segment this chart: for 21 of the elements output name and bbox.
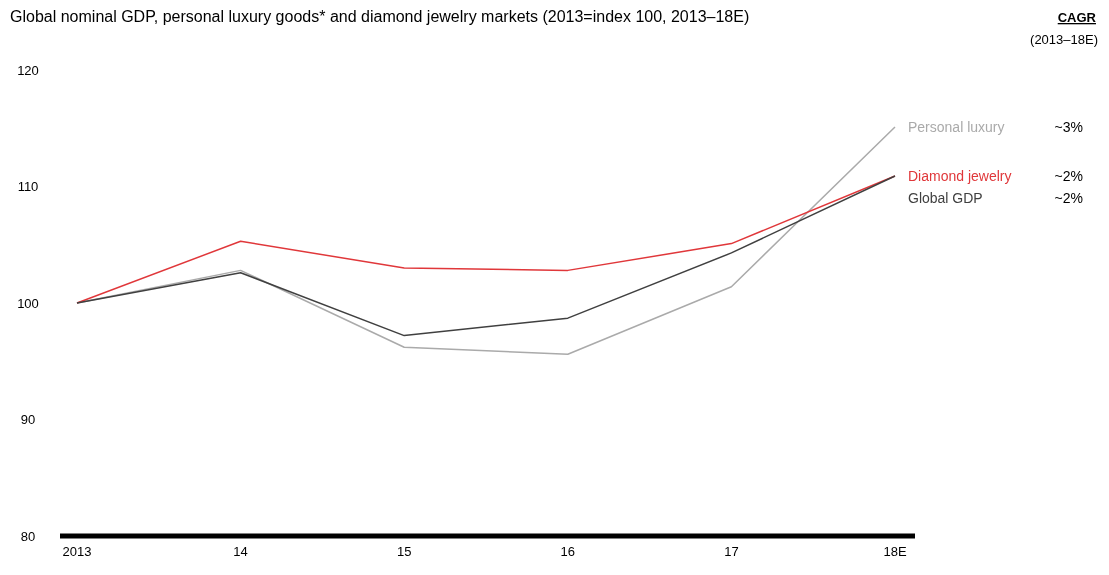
line-series [76, 175, 896, 337]
y-tick-label: 100 [17, 295, 39, 311]
x-tick-label: 16 [560, 544, 576, 559]
text: (2013–18E) [1030, 32, 1098, 47]
x-tick-label: 14 [233, 544, 248, 559]
text: ~2% [1054, 167, 1083, 184]
chart-title: Global nominal GDP, personal luxury goods* and diamond jewelry markets (2013=index 100, 2013–18E) [10, 8, 750, 25]
y-tick-label: 80 [20, 528, 36, 544]
y-tick-label: 120 [17, 62, 39, 78]
series-label: Diamond jewelry [908, 167, 1012, 184]
x-tick-label: 17 [724, 544, 739, 559]
y-tick-label: 110 [17, 179, 39, 195]
text: ~3% [1054, 118, 1083, 135]
x-tick-label: 15 [396, 544, 412, 559]
y-tick-label: 90 [20, 412, 36, 428]
series-label: Personal luxury [908, 118, 1005, 135]
x-tick-label: 18E [883, 544, 907, 559]
text: CAGR [1057, 10, 1097, 25]
x-tick-label: 2013 [62, 544, 92, 559]
text: ~2% [1054, 189, 1083, 206]
series-label: Global GDP [908, 189, 983, 206]
